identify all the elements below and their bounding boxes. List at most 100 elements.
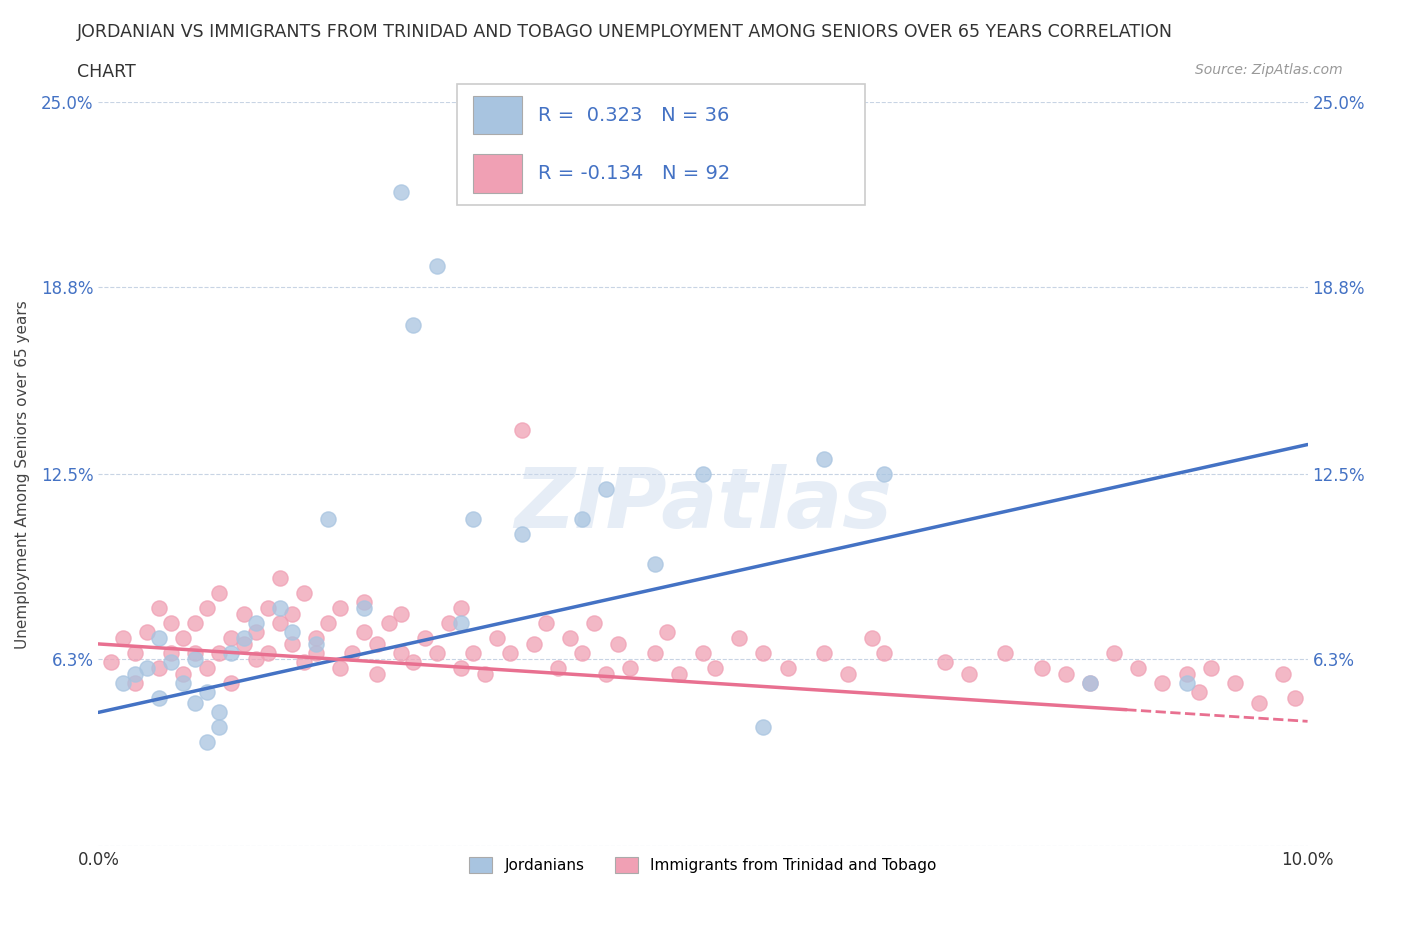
Point [208, 645, 231, 660]
Point [873, 467, 896, 482]
Point [292, 586, 315, 601]
Point [813, 452, 835, 467]
Point [221, 631, 243, 645]
Point [571, 512, 593, 526]
Text: ZIPatlas: ZIPatlas [515, 463, 891, 545]
Point [269, 601, 291, 616]
Point [124, 645, 146, 660]
Point [1223, 675, 1246, 690]
Point [873, 645, 896, 660]
Point [245, 616, 267, 631]
Point [305, 631, 328, 645]
Point [668, 666, 690, 681]
Point [1128, 660, 1150, 675]
Point [1199, 660, 1222, 675]
Point [450, 601, 472, 616]
Point [463, 645, 485, 660]
Point [353, 595, 375, 610]
Point [232, 606, 254, 621]
Point [644, 645, 666, 660]
FancyBboxPatch shape [474, 153, 522, 193]
Point [366, 636, 388, 651]
Point [195, 684, 218, 699]
Point [474, 666, 496, 681]
Point [1284, 690, 1306, 705]
Y-axis label: Unemployment Among Seniors over 65 years: Unemployment Among Seniors over 65 years [15, 300, 30, 649]
Point [389, 645, 412, 660]
Point [292, 655, 315, 670]
Point [195, 735, 218, 750]
Text: R = -0.134   N = 92: R = -0.134 N = 92 [538, 164, 731, 182]
Point [728, 631, 751, 645]
Point [232, 631, 254, 645]
Point [269, 616, 291, 631]
FancyBboxPatch shape [474, 96, 522, 135]
Point [813, 645, 835, 660]
Point [366, 666, 388, 681]
Point [1175, 675, 1198, 690]
Point [195, 601, 218, 616]
Point [752, 645, 775, 660]
Point [389, 606, 412, 621]
Legend: Jordanians, Immigrants from Trinidad and Tobago: Jordanians, Immigrants from Trinidad and… [464, 851, 942, 880]
Point [837, 666, 859, 681]
Point [184, 616, 207, 631]
Point [655, 625, 678, 640]
Text: CHART: CHART [77, 63, 136, 81]
Point [148, 631, 170, 645]
Point [1249, 696, 1271, 711]
Point [172, 631, 194, 645]
Point [498, 645, 520, 660]
Point [245, 625, 267, 640]
Point [281, 606, 304, 621]
Point [413, 631, 436, 645]
Point [269, 571, 291, 586]
Point [426, 645, 449, 660]
Point [184, 696, 207, 711]
Point [595, 666, 617, 681]
Point [208, 720, 231, 735]
Point [523, 636, 546, 651]
Point [1188, 684, 1211, 699]
Point [1031, 660, 1053, 675]
Point [1102, 645, 1125, 660]
Text: Source: ZipAtlas.com: Source: ZipAtlas.com [1195, 63, 1343, 77]
Point [534, 616, 557, 631]
Point [510, 422, 533, 437]
Point [463, 512, 485, 526]
Point [148, 601, 170, 616]
Text: JORDANIAN VS IMMIGRANTS FROM TRINIDAD AND TOBAGO UNEMPLOYMENT AMONG SENIORS OVER: JORDANIAN VS IMMIGRANTS FROM TRINIDAD AN… [77, 23, 1174, 41]
Point [245, 651, 267, 666]
Point [172, 666, 194, 681]
Point [692, 645, 714, 660]
Point [184, 651, 207, 666]
Point [111, 675, 134, 690]
Point [547, 660, 569, 675]
Point [1054, 666, 1077, 681]
Point [305, 645, 328, 660]
Point [208, 705, 231, 720]
Point [644, 556, 666, 571]
Point [124, 675, 146, 690]
Point [305, 636, 328, 651]
Point [402, 318, 425, 333]
Point [402, 655, 425, 670]
Point [256, 601, 278, 616]
FancyBboxPatch shape [457, 84, 865, 205]
Point [583, 616, 606, 631]
Point [160, 655, 183, 670]
Point [437, 616, 460, 631]
Point [160, 616, 183, 631]
Point [1078, 675, 1101, 690]
Point [595, 482, 617, 497]
Point [195, 660, 218, 675]
Point [957, 666, 980, 681]
Point [208, 586, 231, 601]
Point [704, 660, 727, 675]
Point [1272, 666, 1295, 681]
Point [994, 645, 1017, 660]
Point [571, 645, 593, 660]
Point [281, 636, 304, 651]
Point [353, 601, 375, 616]
Point [353, 625, 375, 640]
